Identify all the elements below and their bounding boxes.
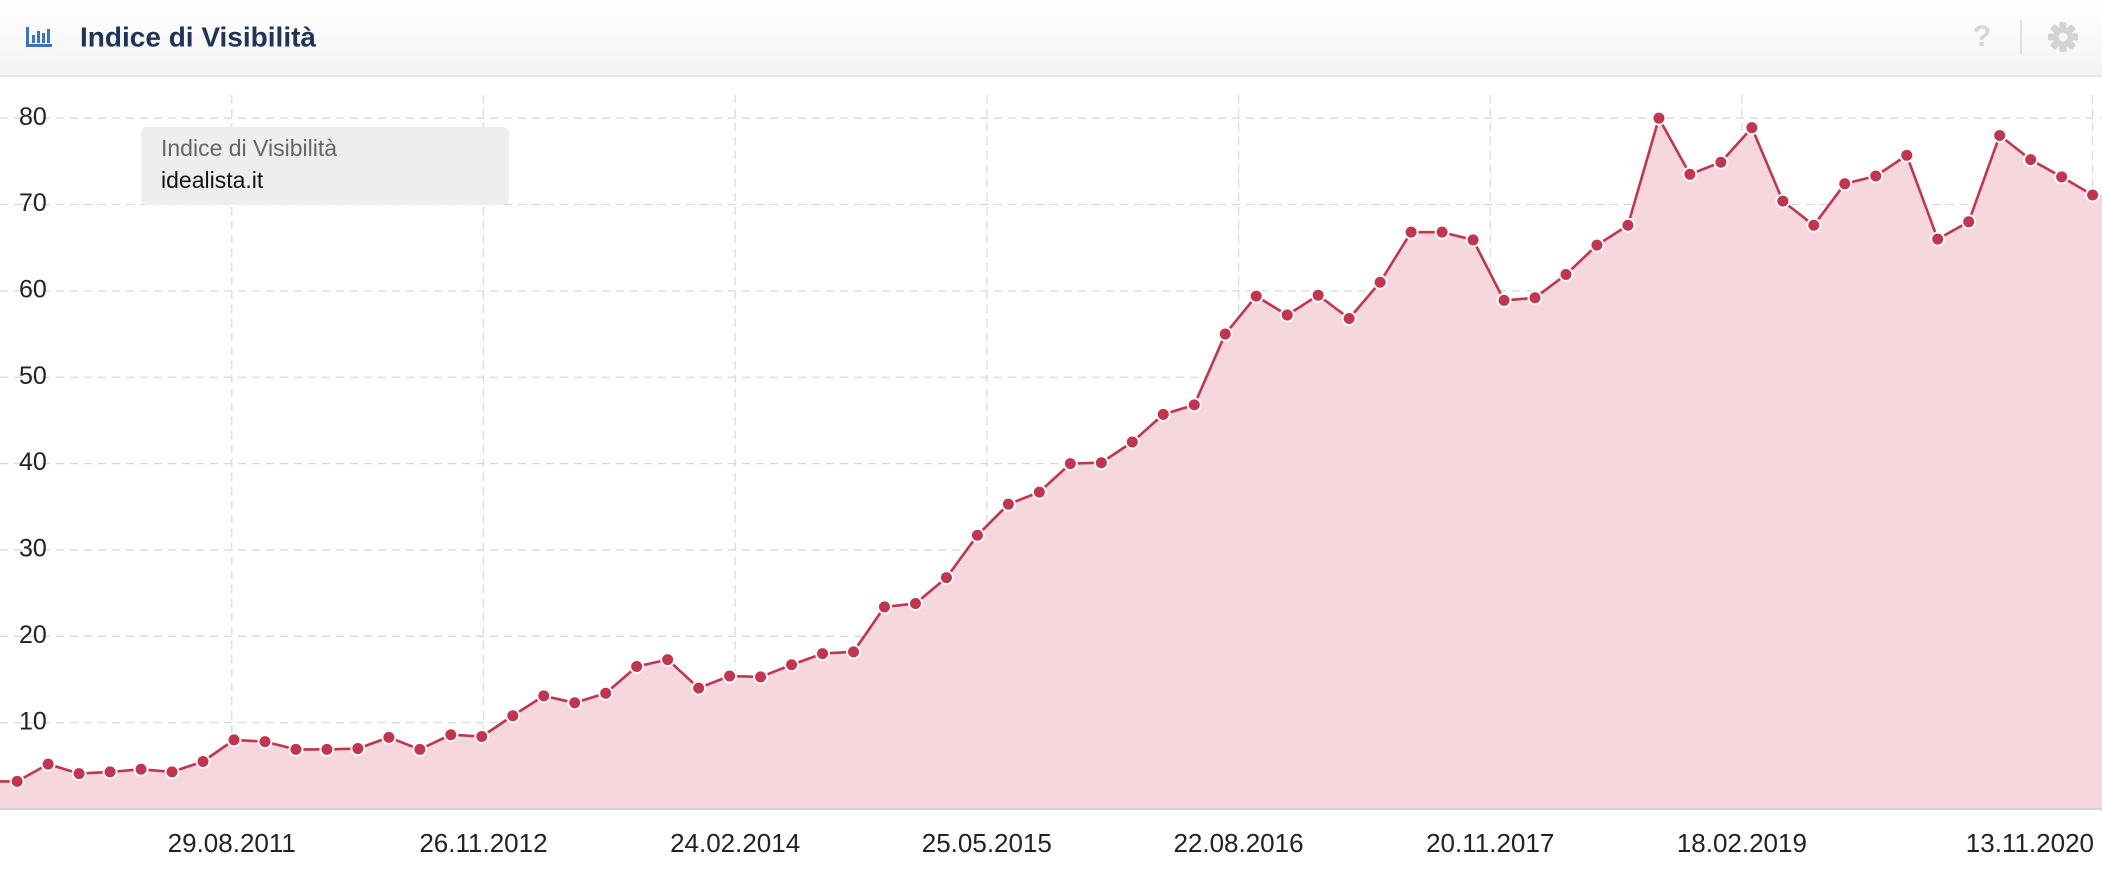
- point: [1899, 147, 1915, 163]
- point: [1961, 214, 1977, 230]
- chart-icon: [26, 27, 52, 47]
- point: [907, 595, 923, 611]
- point: [2085, 187, 2101, 203]
- x-tick-label: 29.08.2011: [168, 828, 296, 858]
- panel-title: Indice di Visibilità: [80, 21, 316, 52]
- point: [1186, 397, 1202, 413]
- point: [567, 695, 583, 711]
- point: [505, 708, 521, 724]
- point: [846, 644, 862, 660]
- point: [1527, 290, 1543, 306]
- point: [753, 669, 769, 685]
- point: [474, 728, 490, 744]
- point: [1248, 288, 1264, 304]
- point: [691, 680, 707, 696]
- point: [1558, 266, 1574, 282]
- point: [288, 741, 304, 757]
- point: [876, 599, 892, 615]
- header-bar: [0, 0, 2102, 76]
- point: [1496, 292, 1512, 308]
- point: [2054, 169, 2070, 185]
- point: [2023, 152, 2039, 168]
- legend-title: Indice di Visibilità: [161, 135, 337, 161]
- point: [412, 741, 428, 757]
- point: [1217, 326, 1233, 342]
- point: [1992, 127, 2008, 143]
- point: [1434, 224, 1450, 240]
- y-tick-label: 30: [19, 535, 47, 563]
- point: [536, 688, 552, 704]
- point: [133, 761, 149, 777]
- point: [319, 741, 335, 757]
- point: [102, 764, 118, 780]
- y-tick-label: 10: [19, 707, 47, 735]
- point: [938, 570, 954, 586]
- point: [784, 657, 800, 673]
- point: [1000, 496, 1016, 512]
- point: [164, 764, 180, 780]
- point: [350, 741, 366, 757]
- point: [969, 527, 985, 543]
- y-tick-label: 40: [19, 448, 47, 476]
- point: [722, 668, 738, 684]
- point: [257, 734, 273, 750]
- point: [1651, 110, 1667, 126]
- point: [1403, 224, 1419, 240]
- point: [1372, 274, 1388, 290]
- point: [381, 729, 397, 745]
- point: [1775, 193, 1791, 209]
- point: [1806, 217, 1822, 233]
- point: [1744, 120, 1760, 136]
- legend: Indice di Visibilità idealista.it: [141, 127, 509, 205]
- point: [1837, 176, 1853, 192]
- y-tick-label: 70: [19, 189, 47, 217]
- point: [1310, 287, 1326, 303]
- y-tick-label: 20: [19, 621, 47, 649]
- point: [1713, 154, 1729, 170]
- plot-area: [0, 110, 2102, 809]
- point: [1341, 311, 1357, 327]
- point: [443, 727, 459, 743]
- point: [1589, 237, 1605, 253]
- point: [1682, 166, 1698, 182]
- point: [9, 773, 25, 789]
- point: [1062, 456, 1078, 472]
- x-tick-label: 24.02.2014: [670, 828, 800, 858]
- point: [1620, 217, 1636, 233]
- x-tick-label: 13.11.2020: [1966, 828, 2094, 858]
- point: [1124, 434, 1140, 450]
- legend-box: [141, 127, 509, 205]
- point: [1279, 307, 1295, 323]
- point: [1155, 406, 1171, 422]
- legend-entry: idealista.it: [161, 167, 264, 193]
- point: [226, 732, 242, 748]
- axes: 10 20 30 40 50 60 70 80 29.08.2011 26.11.2012 24.0…: [0, 103, 2102, 858]
- point: [71, 766, 87, 782]
- area: [0, 118, 2102, 809]
- point: [1093, 455, 1109, 471]
- point: [629, 659, 645, 675]
- x-tick-label: 26.11.2012: [419, 828, 547, 858]
- settings-icon[interactable]: [2048, 22, 2078, 52]
- point: [1930, 231, 1946, 247]
- y-tick-label: 60: [19, 275, 47, 303]
- help-icon[interactable]: ?: [1973, 20, 1991, 53]
- point: [1031, 484, 1047, 500]
- point: [1868, 168, 1884, 184]
- point: [195, 754, 211, 770]
- x-tick-label: 18.02.2019: [1677, 828, 1807, 858]
- y-tick-label: 50: [19, 362, 47, 390]
- point: [815, 646, 831, 662]
- x-tick-label: 22.08.2016: [1173, 828, 1303, 858]
- x-tick-label: 20.11.2017: [1426, 828, 1554, 858]
- point: [660, 652, 676, 668]
- x-tick-label: 25.05.2015: [922, 828, 1052, 858]
- y-tick-label: 80: [19, 103, 47, 131]
- point: [1465, 232, 1481, 248]
- point: [40, 756, 56, 772]
- point: [598, 685, 614, 701]
